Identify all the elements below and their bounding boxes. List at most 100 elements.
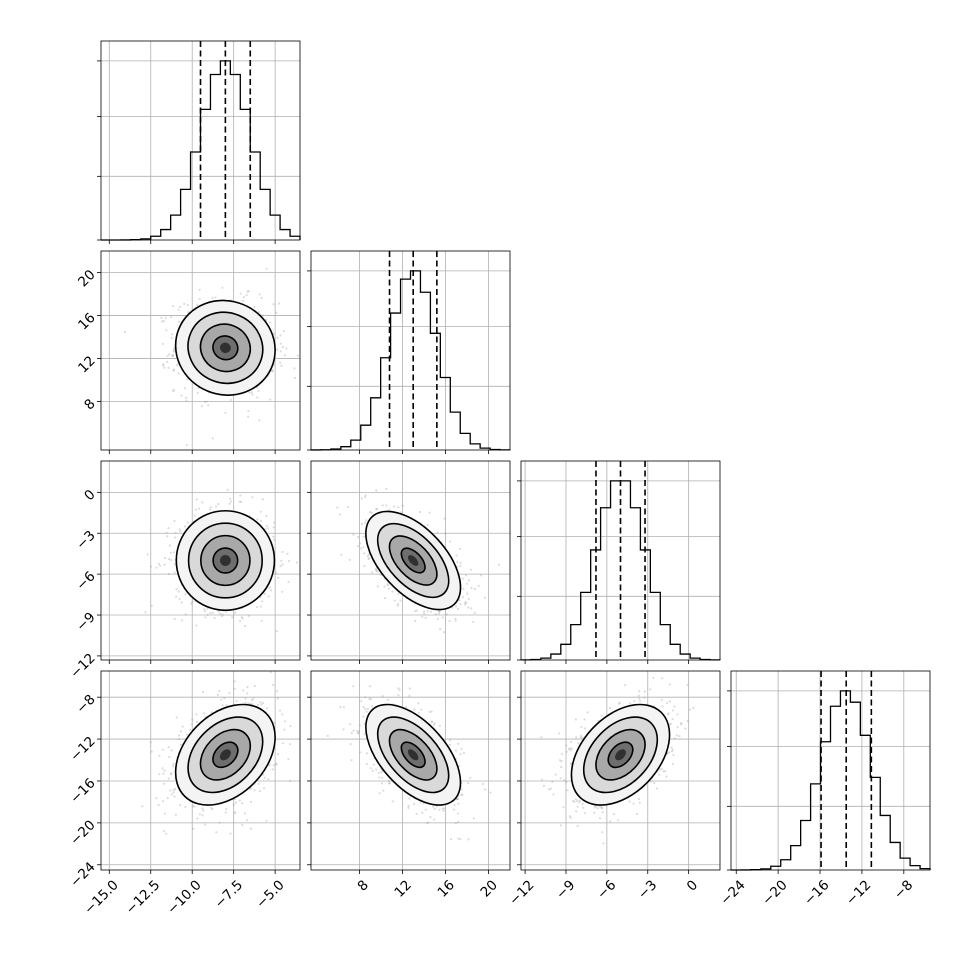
scatter-point — [162, 800, 165, 803]
scatter-point — [195, 713, 198, 716]
scatter-point — [375, 567, 378, 570]
y-tick-label: 0 — [81, 487, 98, 504]
scatter-point — [459, 838, 462, 841]
scatter-point — [173, 795, 176, 798]
scatter-point — [158, 564, 162, 567]
scatter-point — [247, 409, 250, 413]
scatter-point — [462, 751, 466, 755]
scatter-point — [276, 348, 279, 351]
scatter-point — [163, 563, 166, 567]
scatter-point — [158, 754, 161, 757]
scatter-point — [419, 510, 422, 514]
scatter-point — [198, 297, 201, 301]
scatter-point — [186, 378, 189, 381]
scatter-point — [213, 617, 216, 620]
scatter-point — [356, 730, 359, 733]
scatter-point — [240, 616, 243, 619]
scatter-point — [162, 363, 165, 366]
scatter-point — [163, 366, 166, 369]
scatter-point — [413, 802, 416, 806]
scatter-point — [195, 624, 198, 627]
scatter-point — [279, 361, 282, 364]
scatter-point — [242, 689, 245, 692]
scatter-point — [352, 533, 355, 536]
scatter-point — [274, 762, 278, 765]
scatter-point — [161, 364, 164, 367]
scatter-point — [260, 605, 263, 608]
scatter-point — [438, 808, 441, 811]
scatter-point — [226, 488, 229, 491]
scatter-point — [161, 748, 165, 751]
scatter-point — [465, 601, 468, 604]
scatter-point — [360, 522, 363, 526]
scatter-point — [661, 705, 664, 708]
scatter-point — [258, 419, 261, 422]
scatter-point — [272, 764, 275, 767]
scatter-point — [239, 292, 242, 295]
scatter-point — [191, 718, 194, 721]
scatter-point — [183, 525, 187, 528]
scatter-point — [171, 355, 175, 358]
y-tick-label: −6 — [73, 568, 98, 593]
scatter-point — [167, 527, 170, 530]
scatter-panel-2-0: −12−9−6−30 — [67, 460, 301, 682]
scatter-point — [452, 808, 456, 811]
scatter-point — [166, 360, 169, 363]
scatter-point — [203, 608, 206, 611]
scatter-point — [458, 547, 462, 551]
scatter-point — [454, 605, 458, 608]
scatter-point — [385, 487, 388, 490]
contour-line — [175, 509, 276, 612]
scatter-point — [430, 720, 433, 724]
scatter-point — [180, 601, 183, 604]
panel-frame — [310, 250, 511, 451]
scatter-point — [266, 527, 270, 530]
scatter-point — [279, 350, 282, 353]
hist-panel-1 — [307, 250, 511, 454]
scatter-point — [196, 720, 199, 724]
scatter-point — [339, 513, 342, 516]
y-tick-label: −12 — [67, 733, 98, 764]
scatter-point — [217, 502, 220, 506]
scatter-point — [190, 602, 193, 605]
scatter-point — [462, 587, 465, 591]
scatter-point — [201, 807, 204, 810]
scatter-point — [368, 685, 372, 688]
scatter-point — [391, 590, 394, 593]
scatter-point — [242, 299, 245, 302]
scatter-point — [261, 314, 264, 317]
scatter-point — [178, 597, 181, 601]
scatter-point — [433, 818, 436, 821]
scatter-point — [209, 506, 212, 509]
scatter-point — [234, 811, 237, 814]
scatter-point — [454, 822, 457, 825]
scatter-point — [360, 700, 363, 703]
x-tick-label: 16 — [434, 877, 457, 900]
scatter-point — [248, 391, 251, 394]
scatter-point — [184, 593, 187, 596]
scatter-point — [269, 398, 272, 401]
scatter-point — [215, 505, 218, 508]
scatter-point — [224, 411, 227, 414]
scatter-point — [473, 587, 477, 591]
scatter-point — [464, 601, 467, 604]
scatter-point — [194, 508, 197, 511]
scatter-point — [461, 793, 464, 797]
scatter-point — [198, 288, 201, 291]
scatter-point — [183, 302, 186, 305]
scatter-point — [342, 706, 345, 709]
scatter-point — [171, 333, 174, 336]
scatter-point — [172, 791, 175, 794]
scatter-point — [489, 791, 492, 794]
scatter-point — [671, 709, 675, 712]
scatter-point — [463, 603, 467, 606]
scatter-point — [417, 711, 420, 714]
y-tick-label: −12 — [67, 650, 98, 681]
scatter-point — [433, 807, 436, 811]
scatter-point — [386, 584, 389, 587]
scatter-point — [457, 837, 460, 840]
scatter-point — [375, 768, 378, 771]
panel-frame — [100, 250, 301, 451]
y-tick-label: −3 — [73, 528, 98, 553]
scatter-point — [359, 751, 362, 754]
